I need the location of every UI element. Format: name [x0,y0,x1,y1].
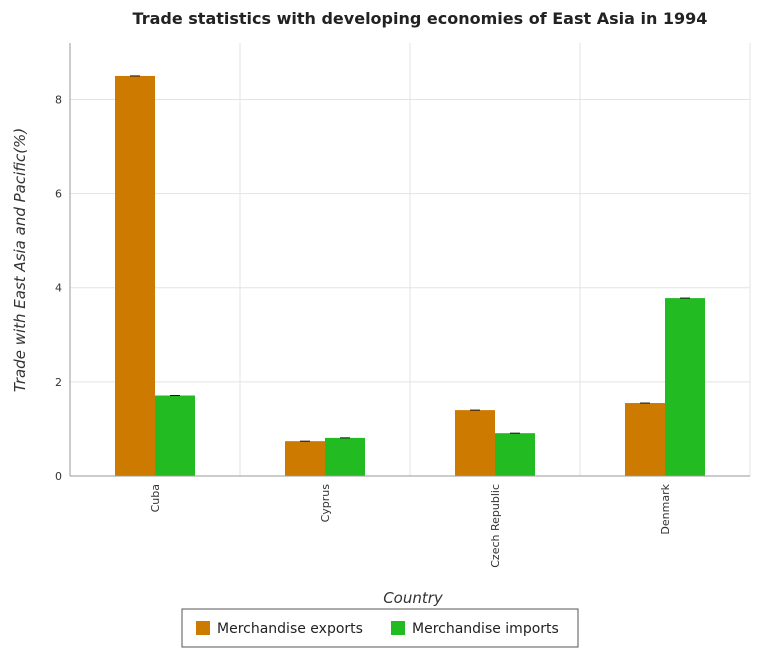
bar-exports-cyprus [285,441,325,476]
legend-box [181,608,579,648]
y-axis-title: Trade with East Asia and Pacific(%) [11,128,29,392]
legend-label-exports: Merchandise exports [217,621,363,637]
x-tick-label: Denmark [659,483,672,534]
x-axis-title: Country [383,589,444,607]
legend-swatch-imports [391,621,405,635]
x-tick-label: Cuba [149,484,162,512]
bar-exports-cuba [115,75,155,477]
bar-imports-cyprus [325,437,365,476]
bars [115,75,705,477]
legend-swatch-exports [196,621,210,635]
x-tick-labels: Cuba Cyprus Czech Republic Denmark [149,483,672,567]
y-tick-label: 0 [55,470,62,483]
chart-title: Trade statistics with developing economi… [133,9,708,28]
bar-imports-cuba [155,395,195,476]
bar-exports-denmark [625,403,665,476]
bar-exports-czech-republic [455,410,495,476]
x-tick-label: Czech Republic [489,484,502,568]
x-tick-label: Cyprus [319,484,332,523]
legend: Merchandise exports Merchandise imports [181,608,579,648]
bar-imports-czech-republic [495,433,535,476]
y-tick-label: 8 [55,93,62,106]
legend-label-imports: Merchandise imports [412,621,559,637]
y-tick-labels: 0 2 4 6 8 [55,93,62,483]
y-tick-label: 6 [55,188,62,201]
bar-imports-denmark [665,298,705,476]
y-tick-label: 4 [55,282,62,295]
y-tick-label: 2 [55,376,62,389]
